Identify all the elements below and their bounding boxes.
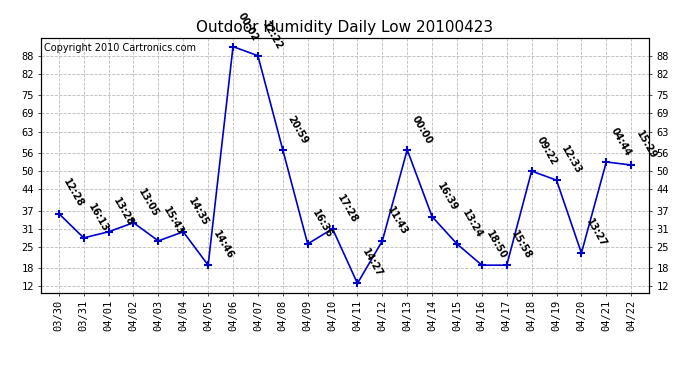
Text: 12:33: 12:33 (560, 144, 584, 176)
Text: 00:00: 00:00 (410, 114, 434, 146)
Text: Copyright 2010 Cartronics.com: Copyright 2010 Cartronics.com (44, 43, 197, 52)
Text: 12:22: 12:22 (261, 20, 285, 51)
Text: 15:43: 15:43 (161, 205, 186, 237)
Text: 14:27: 14:27 (360, 248, 384, 279)
Text: 12:28: 12:28 (61, 177, 86, 209)
Text: 13:28: 13:28 (111, 196, 136, 228)
Text: 17:28: 17:28 (335, 193, 359, 225)
Text: 14:46: 14:46 (211, 229, 235, 261)
Text: 13:24: 13:24 (460, 208, 484, 240)
Title: Outdoor Humidity Daily Low 20100423: Outdoor Humidity Daily Low 20100423 (197, 20, 493, 35)
Text: 13:05: 13:05 (136, 187, 160, 219)
Text: 15:29: 15:29 (634, 129, 658, 161)
Text: 09:22: 09:22 (535, 135, 559, 167)
Text: 18:50: 18:50 (484, 229, 509, 261)
Text: 20:59: 20:59 (286, 114, 310, 146)
Text: 16:39: 16:39 (435, 181, 459, 213)
Text: 04:44: 04:44 (609, 126, 633, 158)
Text: 15:58: 15:58 (509, 229, 534, 261)
Text: 16:36: 16:36 (310, 208, 335, 240)
Text: 13:27: 13:27 (584, 217, 609, 249)
Text: 16:13: 16:13 (86, 202, 110, 234)
Text: 14:35: 14:35 (186, 196, 210, 228)
Text: 00:02: 00:02 (236, 10, 260, 42)
Text: 11:43: 11:43 (385, 205, 409, 237)
